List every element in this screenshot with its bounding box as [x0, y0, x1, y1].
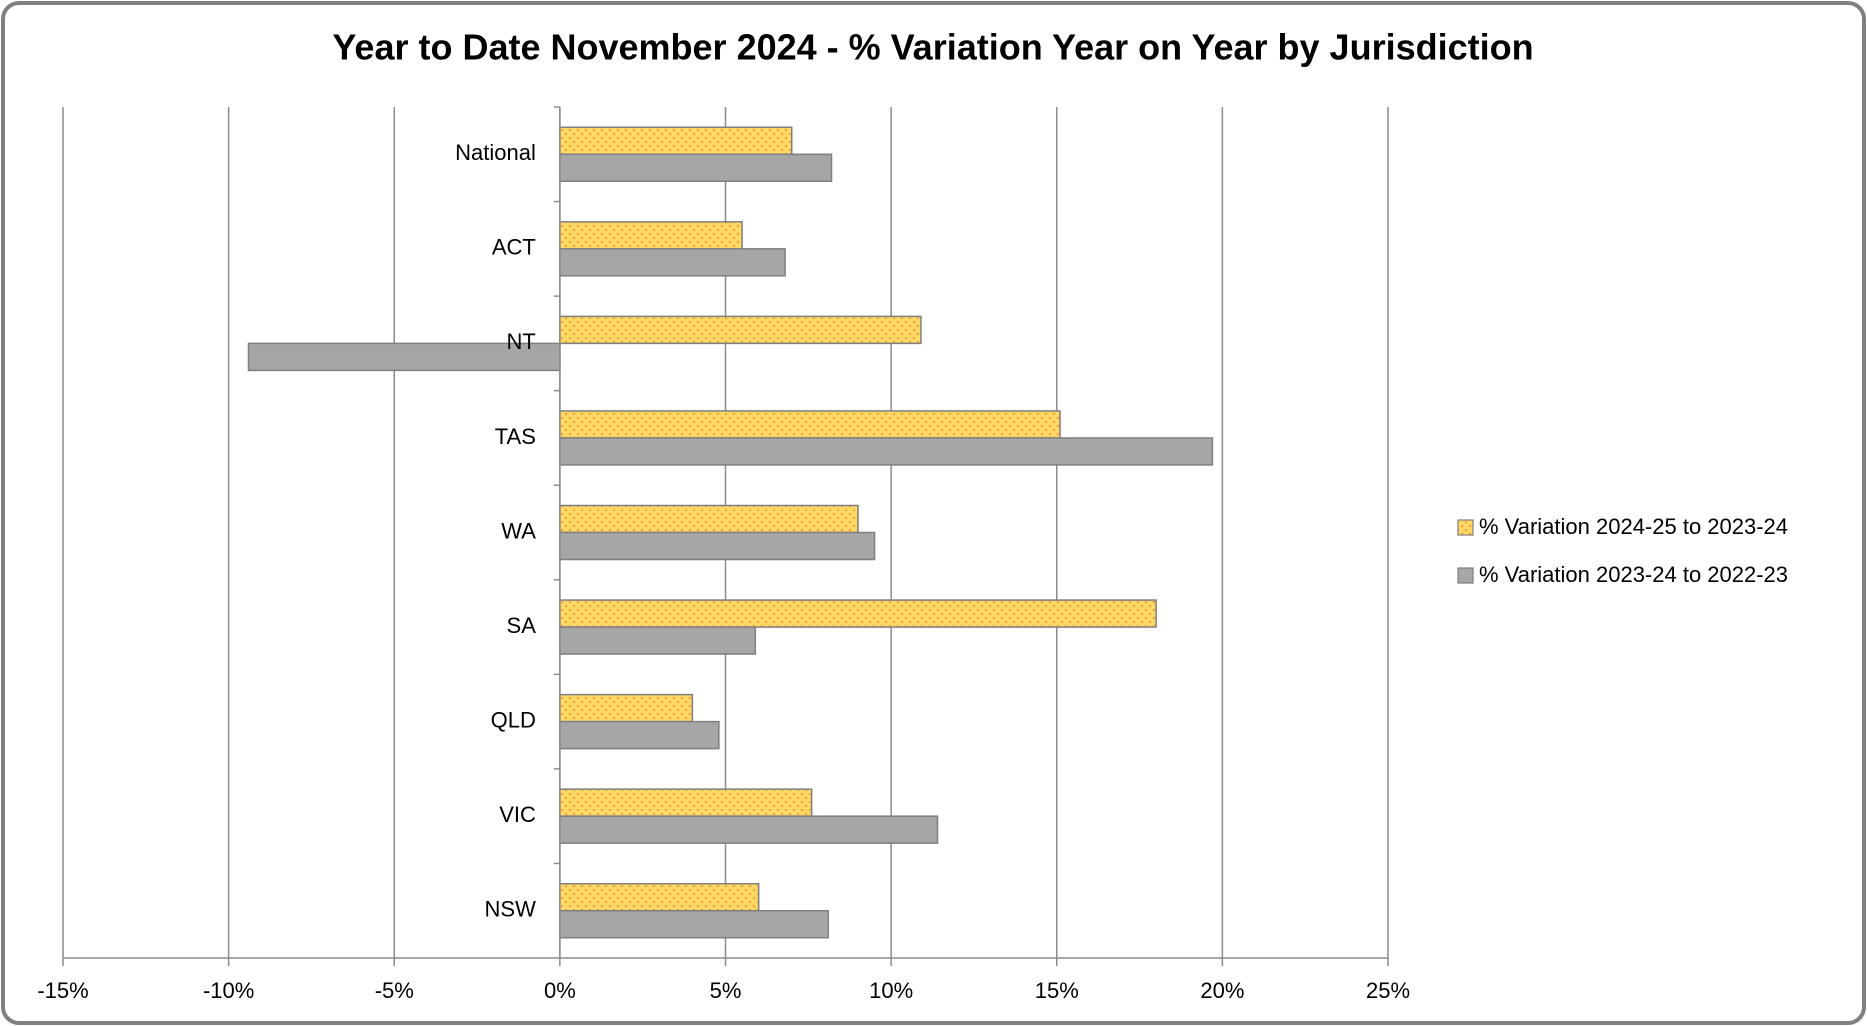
legend-label: % Variation 2024-25 to 2023-24: [1479, 514, 1788, 539]
y-tick-label: NSW: [485, 897, 537, 922]
bar: [559, 815, 939, 844]
y-tick-label: SA: [507, 613, 537, 638]
y-tick-label: National: [455, 140, 536, 165]
bar: [559, 626, 757, 655]
bar: [559, 153, 833, 183]
y-tick-label: NT: [507, 329, 536, 354]
bar: [559, 788, 813, 817]
bar: [559, 693, 694, 723]
y-tick-label: ACT: [492, 235, 536, 260]
x-tick-label: 20%: [1200, 978, 1244, 1003]
y-tick-label: WA: [501, 518, 536, 543]
bar: [559, 909, 829, 939]
bar: [247, 342, 561, 372]
y-tick-label: QLD: [491, 707, 536, 732]
x-tick-label: -10%: [203, 978, 254, 1003]
x-tick-label: 25%: [1366, 978, 1410, 1003]
bar: [559, 531, 876, 561]
x-tick-label: -5%: [375, 978, 414, 1003]
legend-label: % Variation 2023-24 to 2022-23: [1479, 562, 1788, 587]
legend-swatch: [1457, 567, 1474, 584]
bar: [559, 599, 1157, 628]
bar: [559, 315, 922, 345]
x-tick-label: -15%: [37, 978, 88, 1003]
bar: [559, 126, 793, 156]
bar: [559, 410, 1061, 439]
bar: [559, 882, 760, 912]
x-tick-label: 15%: [1035, 978, 1079, 1003]
bar: [559, 221, 743, 250]
bar: [559, 504, 859, 534]
x-tick-label: 0%: [544, 978, 576, 1003]
bar: [559, 248, 786, 277]
x-tick-label: 5%: [710, 978, 742, 1003]
y-tick-label: VIC: [499, 802, 536, 827]
chart-title: Year to Date November 2024 - % Variation…: [332, 27, 1533, 68]
legend-swatch: [1457, 519, 1474, 536]
bar: [559, 720, 720, 750]
bar: [559, 437, 1214, 466]
x-tick-label: 10%: [869, 978, 913, 1003]
y-tick-label: TAS: [495, 424, 536, 449]
